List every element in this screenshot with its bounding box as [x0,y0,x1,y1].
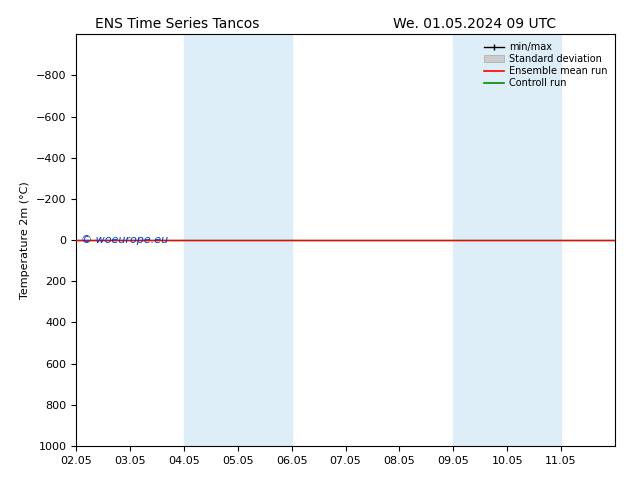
Text: ENS Time Series Tancos: ENS Time Series Tancos [95,17,259,31]
Legend: min/max, Standard deviation, Ensemble mean run, Controll run: min/max, Standard deviation, Ensemble me… [481,39,610,91]
Y-axis label: Temperature 2m (°C): Temperature 2m (°C) [20,181,30,299]
Text: We. 01.05.2024 09 UTC: We. 01.05.2024 09 UTC [393,17,556,31]
Text: © woeurope.eu: © woeurope.eu [81,235,169,245]
Bar [453,34,507,446]
Bar [507,34,561,446]
Bar [238,34,292,446]
Bar [184,34,238,446]
